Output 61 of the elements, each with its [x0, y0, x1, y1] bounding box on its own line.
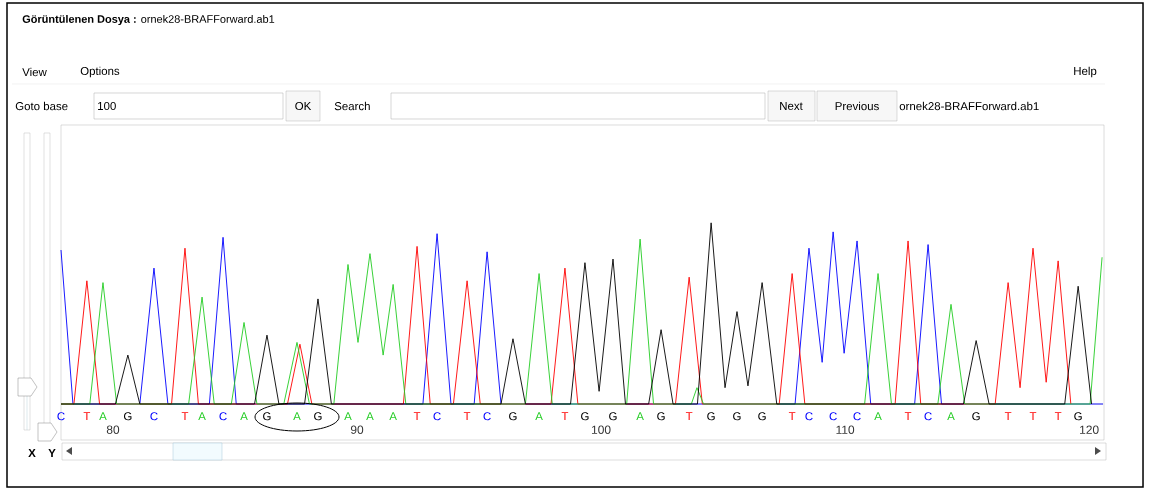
text: G	[1074, 412, 1082, 421]
x-tick-label: 110	[836, 425, 855, 434]
text: G	[314, 412, 322, 421]
text: T	[181, 412, 189, 421]
text: View	[22, 67, 47, 77]
text: A	[535, 412, 543, 421]
text: T	[1054, 412, 1062, 421]
text: A	[240, 412, 248, 421]
text: C	[805, 412, 813, 421]
text: C	[219, 412, 227, 421]
text: A	[366, 412, 374, 421]
text: G	[972, 412, 980, 421]
text: OK	[295, 101, 312, 111]
x-tick-label: 80	[106, 425, 120, 434]
text: Help	[1074, 66, 1097, 78]
text: A	[198, 412, 206, 421]
text: C	[57, 412, 65, 421]
text: C	[853, 412, 861, 421]
text: X	[28, 449, 36, 457]
text: T	[1004, 412, 1012, 421]
text: Search	[334, 101, 370, 111]
text: T	[561, 412, 569, 421]
text: G	[581, 412, 589, 421]
text: Next	[780, 102, 803, 110]
text: G	[733, 412, 741, 421]
text: C	[150, 412, 158, 421]
text: G	[123, 412, 132, 421]
text: G	[509, 412, 517, 421]
text: A	[874, 412, 882, 421]
x-tick-label: 120	[1080, 425, 1099, 434]
text: T	[1029, 412, 1037, 421]
text: T	[413, 412, 421, 421]
text: G	[758, 412, 766, 421]
text: T	[685, 412, 693, 421]
text: A	[636, 412, 644, 421]
text: G	[263, 412, 271, 421]
text: G	[657, 412, 665, 421]
chart-title: Görüntülenen Dosya : ornek28-BRAFForward.ab1	[22, 14, 275, 26]
text: Previous	[835, 101, 879, 111]
text: G	[707, 412, 715, 421]
text: A	[389, 412, 397, 421]
text: C	[433, 412, 441, 421]
text: 100	[98, 101, 116, 111]
text: ornek28-BRAFForward.ab1	[899, 101, 1039, 111]
text: A	[947, 412, 955, 421]
text: T	[83, 412, 91, 421]
text: Y	[48, 449, 56, 457]
x-tick-label: 90	[350, 425, 364, 434]
text: A	[293, 412, 301, 421]
text: T	[788, 412, 796, 421]
text: Goto base	[15, 101, 68, 111]
text: Options	[80, 66, 120, 78]
text: C	[829, 412, 837, 421]
text: A	[344, 412, 352, 421]
text: C	[924, 412, 932, 421]
text: C	[483, 412, 491, 421]
text: T	[904, 412, 912, 421]
text: A	[99, 412, 107, 421]
x-tick-label: 100	[591, 425, 611, 434]
text: G	[609, 412, 617, 421]
text: T	[463, 412, 471, 421]
